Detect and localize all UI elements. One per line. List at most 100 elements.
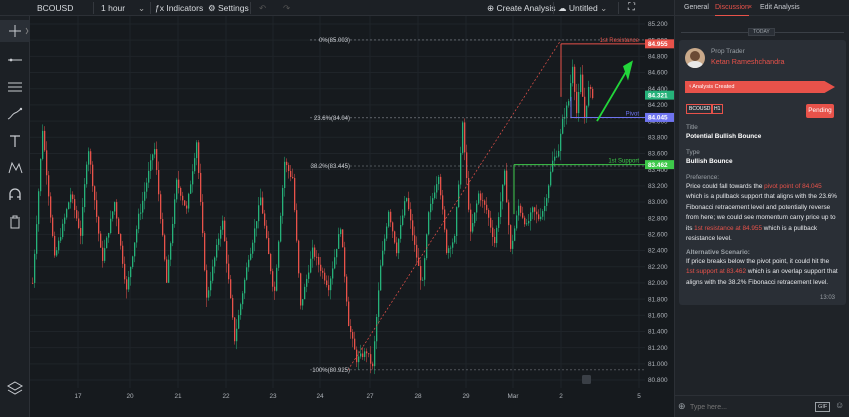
candle-body xyxy=(376,316,378,342)
candle-body xyxy=(328,285,330,291)
candle-body xyxy=(70,194,72,203)
emoji-icon[interactable]: ☺ xyxy=(835,400,845,410)
candle-body xyxy=(468,178,470,210)
candle-body xyxy=(60,237,62,241)
plus-circle-icon[interactable]: ⊕ xyxy=(678,401,686,411)
brush-icon[interactable] xyxy=(0,103,30,125)
fib-trendline xyxy=(347,39,562,371)
candle-body xyxy=(256,221,258,229)
layout-button[interactable]: ☁ Untitled ⌄ xyxy=(558,3,608,13)
price-tick-label: 84.400 xyxy=(648,86,668,93)
candle-body xyxy=(130,267,132,278)
candle-body xyxy=(350,326,352,333)
candle-body xyxy=(472,223,474,232)
time-tick-label: 17 xyxy=(74,393,82,400)
plus-circle-icon: ⊕ xyxy=(487,3,497,13)
tab-general[interactable]: General xyxy=(684,4,709,11)
tab-discussion[interactable]: Discussion xyxy=(715,0,749,16)
candle-body xyxy=(450,247,452,249)
avatar xyxy=(685,48,705,68)
chevron-down-icon[interactable]: ⌄ xyxy=(138,3,146,13)
candle-body xyxy=(266,225,268,238)
candle-body xyxy=(212,266,214,281)
analysis-panel: General Discussion × Edit Analysis TODAY… xyxy=(674,0,849,417)
candle-body xyxy=(438,176,440,185)
candle-body xyxy=(506,170,508,203)
candle-body xyxy=(512,240,514,249)
candle-body xyxy=(572,66,574,84)
settings-button[interactable]: ⚙ Settings xyxy=(208,3,249,13)
candle-body xyxy=(42,130,44,159)
candle-body xyxy=(258,205,260,222)
candle-body xyxy=(430,203,432,213)
author-name[interactable]: Ketan Rameshchandra xyxy=(711,57,785,66)
candle-body xyxy=(104,248,106,261)
candle-body xyxy=(534,207,536,212)
candle-body xyxy=(434,192,436,199)
candle-body xyxy=(106,237,108,249)
layers-icon[interactable] xyxy=(0,377,30,399)
candle-body xyxy=(146,182,148,192)
candle-body xyxy=(164,235,166,260)
crosshair-icon[interactable] xyxy=(0,20,30,42)
price-tick-label: 84.200 xyxy=(648,102,668,109)
candle-body xyxy=(238,315,240,329)
candle-body xyxy=(460,152,462,185)
message-input[interactable] xyxy=(690,401,800,413)
close-icon[interactable]: × xyxy=(748,4,753,11)
fullscreen-icon[interactable]: ⛶ xyxy=(628,2,635,13)
horizontal-line-icon[interactable] xyxy=(0,49,30,71)
indicators-button[interactable]: ƒx Indicators xyxy=(155,3,204,13)
price-badge-label: 83.462 xyxy=(648,162,668,169)
time-tick-label: 22 xyxy=(222,393,230,400)
price-axis[interactable]: 85.20085.00084.80084.60084.40084.20084.0… xyxy=(645,16,674,402)
candle-body xyxy=(134,242,136,257)
candle-body xyxy=(348,301,350,327)
candle-body xyxy=(150,160,152,171)
candle-body xyxy=(338,233,340,249)
create-analysis-button[interactable]: ⊕ Create Analysis xyxy=(487,3,556,13)
pattern-icon[interactable] xyxy=(0,157,30,179)
interval-selector[interactable]: 1 hour xyxy=(101,3,126,13)
candle-body xyxy=(110,218,112,234)
text-icon[interactable] xyxy=(0,130,30,152)
candle-body xyxy=(366,351,368,354)
redo-icon[interactable]: ↷ xyxy=(283,3,291,13)
candle-body xyxy=(528,221,530,224)
candle-body xyxy=(294,177,296,211)
candle-body xyxy=(160,194,162,220)
candle-body xyxy=(402,215,404,225)
candle-body xyxy=(510,225,512,249)
price-chart[interactable]: 0%(85.003) 23.6%(84.04) 38.2%(83.445) 100%(… xyxy=(30,16,645,402)
magnet-icon[interactable] xyxy=(0,184,30,206)
candle-body xyxy=(558,150,560,157)
undo-icon[interactable]: ↶ xyxy=(259,3,267,13)
candle-body xyxy=(286,161,288,166)
candle-body xyxy=(202,201,204,234)
candle-body xyxy=(120,234,122,246)
trash-icon[interactable] xyxy=(0,211,30,233)
candle-body xyxy=(124,263,126,280)
candle-body xyxy=(118,218,120,235)
tab-edit-analysis[interactable]: Edit Analysis xyxy=(760,4,800,11)
candle-body xyxy=(394,231,396,243)
channel-icon[interactable] xyxy=(0,76,30,98)
candle-body xyxy=(284,161,286,189)
time-axis[interactable]: 17 20 21 22 23 24 27 28 29 Mar 2 5 xyxy=(30,388,674,402)
candle-body xyxy=(396,242,398,254)
candle-body xyxy=(44,130,46,151)
candle-body xyxy=(216,244,218,258)
gif-button[interactable]: GIF xyxy=(815,402,831,412)
candle-body xyxy=(228,263,230,280)
candle-body xyxy=(420,265,422,281)
candle-body xyxy=(296,210,298,241)
candle-body xyxy=(362,353,364,358)
candle-body xyxy=(204,233,206,271)
candle-body xyxy=(310,258,312,273)
candle-body xyxy=(496,227,498,244)
fib-level-label: 38.2%(83.445) xyxy=(311,164,350,170)
candle-body xyxy=(306,278,308,287)
candle-body xyxy=(182,195,184,201)
candle-body xyxy=(342,229,344,248)
symbol-selector[interactable]: BCOUSD xyxy=(37,3,74,13)
